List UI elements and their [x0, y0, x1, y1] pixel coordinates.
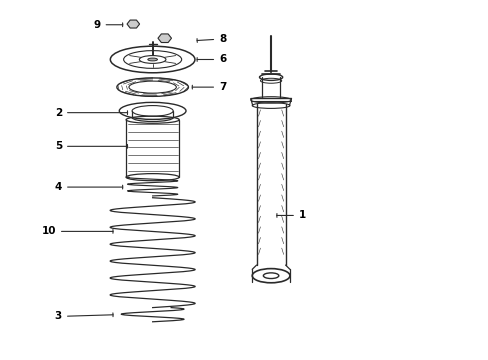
- Text: 2: 2: [55, 108, 127, 118]
- Text: 3: 3: [55, 311, 113, 321]
- Text: 5: 5: [55, 141, 127, 151]
- Text: 6: 6: [197, 54, 226, 64]
- Text: 9: 9: [93, 20, 122, 30]
- Text: 1: 1: [276, 211, 305, 220]
- Text: 8: 8: [197, 34, 226, 44]
- Text: 4: 4: [55, 182, 122, 192]
- Text: 7: 7: [192, 82, 226, 92]
- Ellipse shape: [147, 58, 157, 61]
- Text: 10: 10: [41, 226, 113, 237]
